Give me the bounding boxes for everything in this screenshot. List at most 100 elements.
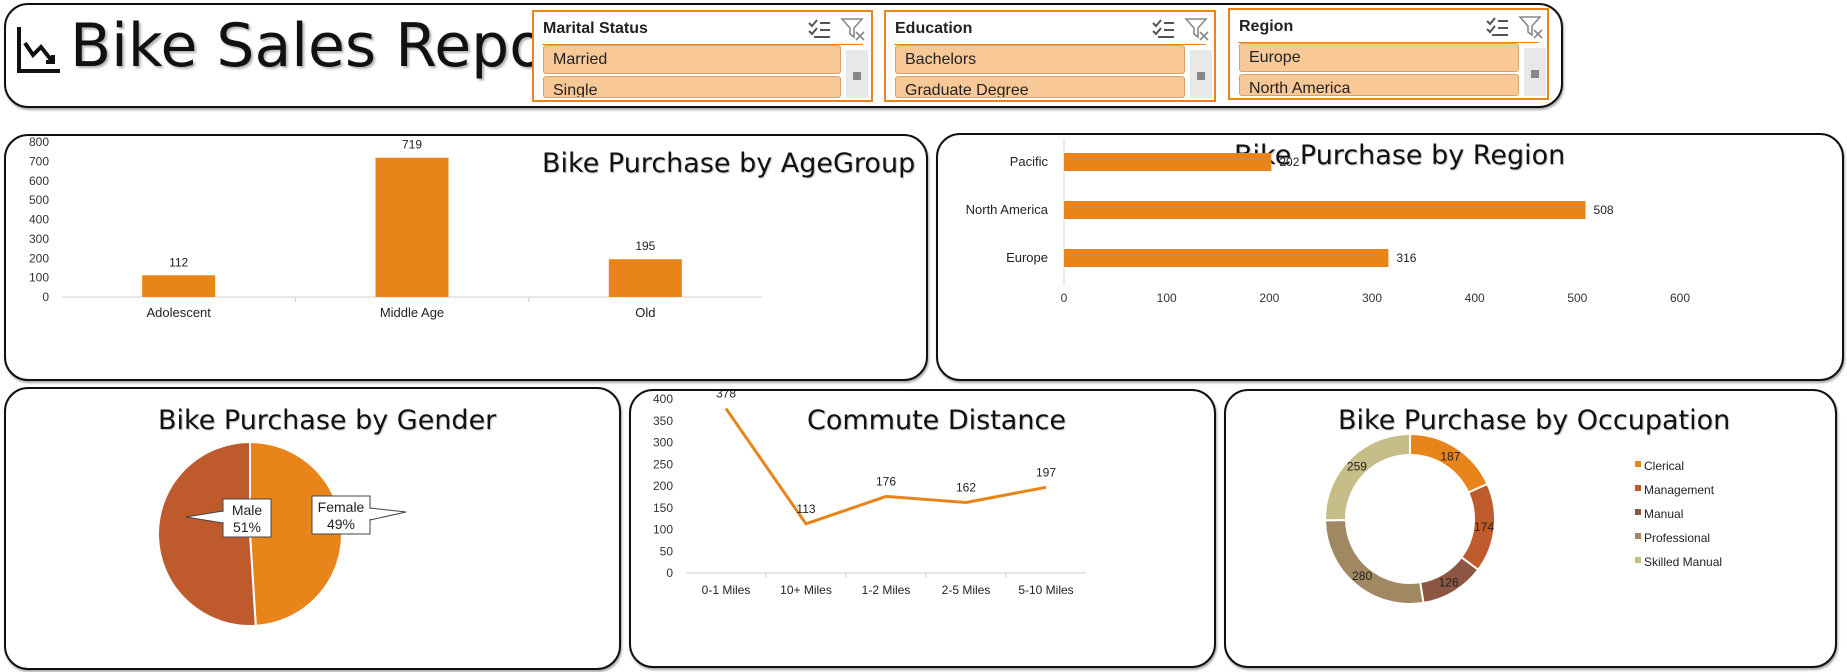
data-label: 202	[1279, 155, 1299, 169]
slicer-item[interactable]: Graduate Degree	[895, 76, 1185, 98]
data-label: 187	[1440, 449, 1460, 463]
chart-title: Commute Distance	[807, 405, 1066, 436]
y-tick-label: 100	[653, 523, 673, 537]
bar	[1064, 201, 1586, 219]
slicer-scrollbar[interactable]	[846, 50, 868, 98]
gender-chart-panel: Bike Purchase by Gender Female 49% Male 51%	[4, 387, 621, 670]
y-tick-label: 800	[29, 135, 49, 149]
x-tick-label: 2-5 Miles	[942, 583, 991, 597]
pie-label-name: Female	[318, 499, 365, 515]
y-tick-label: 700	[29, 154, 49, 168]
y-tick-label: North America	[966, 202, 1049, 217]
y-tick-label: 200	[29, 251, 49, 265]
clear-filter-icon[interactable]	[1518, 14, 1544, 40]
bar	[142, 275, 216, 297]
slicer-item[interactable]: North America	[1239, 74, 1519, 96]
age-chart: 0 100 200 300 400 500 600 700 800 112 Adolescent 71…	[29, 135, 762, 320]
slicer-title: Marital Status	[543, 20, 648, 37]
clear-filter-icon[interactable]	[1184, 16, 1210, 42]
slicer-item[interactable]: Married	[543, 45, 841, 74]
chart-title: Bike Purchase by Occupation	[1338, 405, 1731, 436]
slicer-title: Education	[895, 20, 973, 37]
x-tick-label: 10+ Miles	[780, 583, 832, 597]
data-label: 174	[1474, 520, 1494, 534]
page-title: Bike Sales Report	[70, 11, 595, 81]
data-label: 378	[716, 391, 736, 401]
commute-chart: 0 50 100 150 200 250 300 350 400 378 0-1 Miles 113 1…	[653, 391, 1086, 597]
data-label: 280	[1352, 569, 1372, 583]
legend-swatch	[1635, 509, 1641, 515]
pie-slice	[156, 440, 257, 627]
data-label: 112	[169, 255, 188, 269]
legend-label: Management	[1644, 483, 1715, 497]
callout-box	[222, 498, 272, 538]
slicer-item[interactable]: Bachelors	[895, 45, 1185, 74]
occupation-chart-panel: Bike Purchase by Occupation 187 174 126 280…	[1224, 389, 1837, 668]
y-tick-label: 0	[42, 290, 49, 304]
series-line	[724, 407, 1047, 526]
data-label: 316	[1396, 251, 1416, 265]
x-tick-label: Old	[635, 305, 655, 320]
x-tick-label: 200	[1259, 291, 1279, 305]
x-tick-label: 300	[1362, 291, 1382, 305]
data-label: 259	[1347, 460, 1367, 474]
y-tick-label: 0	[666, 566, 673, 580]
slicer-item[interactable]: Single	[543, 76, 841, 98]
y-tick-label: 200	[653, 479, 673, 493]
y-tick-label: Europe	[1006, 250, 1048, 265]
slicer-scrollbar[interactable]	[1190, 50, 1212, 98]
legend-swatch	[1635, 485, 1641, 491]
legend-label: Professional	[1644, 531, 1710, 545]
multi-select-icon[interactable]	[1484, 14, 1510, 40]
slicer-scrollbar[interactable]	[1524, 48, 1546, 96]
data-label: 197	[1036, 465, 1056, 479]
chart-title: Bike Purchase by AgeGroup	[542, 148, 916, 179]
data-label: 162	[956, 481, 976, 495]
multi-select-icon[interactable]	[806, 16, 832, 42]
chart-title: Bike Purchase by Gender	[158, 405, 497, 436]
donut-slice	[1324, 432, 1411, 522]
y-tick-label: 400	[29, 213, 49, 227]
legend-label: Clerical	[1644, 459, 1684, 473]
multi-select-icon[interactable]	[1150, 16, 1176, 42]
callout-pointer	[185, 510, 224, 524]
x-tick-label: 600	[1670, 291, 1690, 305]
x-tick-label: Middle Age	[380, 305, 444, 320]
data-label: 176	[876, 474, 896, 488]
legend-swatch	[1635, 461, 1641, 467]
data-label: 195	[635, 239, 655, 253]
y-tick-label: 300	[29, 232, 49, 246]
y-tick-label: 600	[29, 174, 49, 188]
legend-label: Skilled Manual	[1644, 555, 1722, 569]
callout-joint	[222, 512, 224, 522]
occupation-chart: 187 174 126 280 259 Clerical Management Manual P…	[1323, 432, 1722, 605]
legend-swatch	[1635, 533, 1641, 539]
legend-swatch	[1635, 557, 1641, 563]
region-chart: 0 100 200 300 400 500 600 202 Pacific 508 North Am…	[966, 139, 1690, 305]
y-tick-label: 350	[653, 414, 673, 428]
chart-title: Bike Purchase by Region	[1234, 140, 1566, 171]
slicer-marital-status: Marital Status Married Single	[532, 10, 873, 102]
x-tick-label: 500	[1567, 291, 1587, 305]
y-tick-label: 50	[660, 544, 674, 558]
line-chart-icon	[17, 27, 60, 73]
data-label: 113	[796, 502, 815, 516]
age-chart-panel: Bike Purchase by AgeGroup 0 100 200 300 400 5…	[4, 134, 928, 381]
x-tick-label: 0-1 Miles	[702, 583, 751, 597]
clear-filter-icon[interactable]	[840, 16, 866, 42]
data-label: 719	[402, 138, 422, 152]
callout-box	[311, 495, 371, 535]
slicer-education: Education Bachelors Graduate Degree	[884, 10, 1216, 102]
data-label: 126	[1439, 576, 1459, 590]
y-tick-label: Pacific	[1010, 154, 1049, 169]
pie-label-name: Male	[232, 502, 263, 518]
bar	[375, 157, 449, 297]
y-tick-label: 150	[653, 501, 673, 515]
y-tick-label: 300	[653, 436, 673, 450]
slicer-item[interactable]: Europe	[1239, 43, 1519, 72]
y-tick-label: 250	[653, 457, 673, 471]
x-tick-label: 5-10 Miles	[1018, 583, 1073, 597]
pie-label-percent: 49%	[327, 516, 355, 532]
x-tick-label: 0	[1061, 291, 1068, 305]
